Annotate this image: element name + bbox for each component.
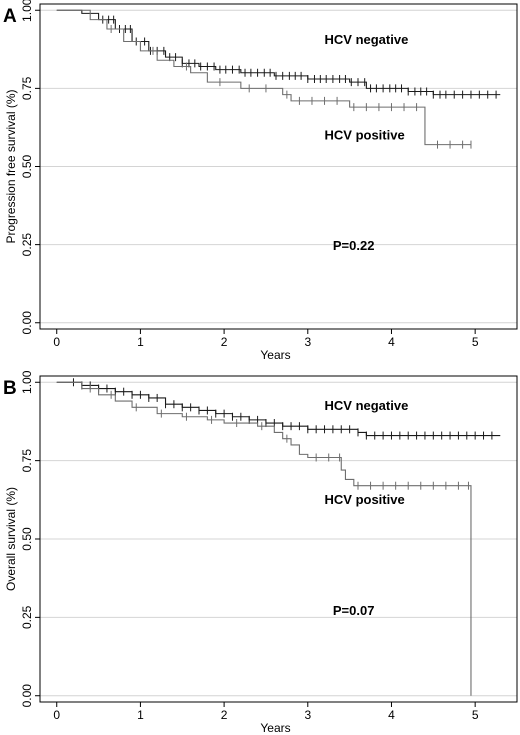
x-axis-title: Years [260, 348, 290, 362]
x-tick-label: 2 [221, 708, 228, 722]
x-tick-label: 4 [388, 335, 395, 349]
y-tick-label: 0.50 [20, 527, 34, 551]
x-tick-label: 1 [137, 335, 144, 349]
annotation-label: HCV negative [325, 32, 409, 47]
x-tick-label: 3 [304, 708, 311, 722]
panel-letter: B [3, 378, 17, 399]
survival-curve-hcv-positive [56, 381, 472, 696]
x-tick-label: 3 [304, 335, 311, 349]
y-tick-label: 0.75 [20, 76, 34, 100]
x-tick-label: 2 [221, 335, 228, 349]
x-tick-label: 4 [388, 708, 395, 722]
annotation-label: P=0.22 [333, 238, 375, 253]
y-tick-label: 1.00 [20, 0, 34, 22]
x-axis-title: Years [260, 721, 290, 735]
y-tick-label: 0.75 [20, 449, 34, 473]
x-tick-label: 0 [53, 335, 60, 349]
y-tick-label: 0.00 [20, 311, 34, 335]
x-tick-label: 5 [472, 708, 479, 722]
annotation-label: HCV positive [325, 127, 405, 142]
annotation-label: HCV positive [325, 492, 405, 507]
survival-curve-hcv-negative [56, 9, 501, 96]
y-axis-title: Overall survival (%) [4, 487, 18, 591]
x-tick-label: 5 [472, 335, 479, 349]
y-tick-label: 0.00 [20, 684, 34, 708]
chart-panel-b: 0 1 2 3 4 5 0.00 0.25 0.50 0.75 1.00 Years Overall s… [3, 370, 518, 735]
y-tick-label: 0.25 [20, 233, 34, 257]
y-tick-label: 0.25 [20, 605, 34, 629]
y-tick-label: 1.00 [20, 370, 34, 394]
survival-curve-hcv-positive [56, 9, 471, 146]
annotation-label: P=0.07 [333, 603, 375, 618]
y-axis-title: Progression free survival (%) [4, 89, 18, 243]
x-tick-label: 0 [53, 708, 60, 722]
chart-panel-a: 0 1 2 3 4 5 0.00 0.25 0.50 0.75 1.00 Years Progressi… [3, 0, 518, 362]
annotation-label: HCV negative [325, 398, 409, 413]
x-tick-label: 1 [137, 708, 144, 722]
panel-letter: A [3, 6, 17, 27]
y-tick-label: 0.50 [20, 154, 34, 178]
